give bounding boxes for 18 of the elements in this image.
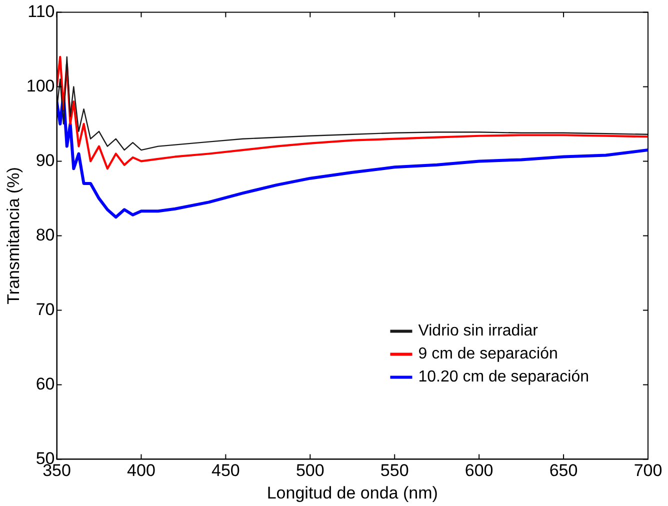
x-tick-label: 450 [212,461,240,480]
x-tick-label: 550 [380,461,409,480]
x-tick-label: 700 [634,461,662,480]
legend-label: 9 cm de separación [418,346,558,363]
x-tick-label: 400 [127,461,156,480]
x-tick-label: 600 [464,461,494,480]
x-axis-title: Longitud de onda (nm) [266,483,438,502]
y-tick-label: 80 [36,225,55,244]
y-tick-label: 90 [36,150,55,170]
y-tick-label: 110 [28,2,55,21]
legend-label: Vidrio sin irradiar [418,322,539,340]
y-tick-label: 70 [36,300,55,319]
y-tick-label: 100 [26,76,55,96]
x-tick-label: 500 [296,461,324,480]
legend-label: 10.20 cm de separación [418,368,590,386]
y-tick-label: 60 [36,374,55,394]
y-axis-title: Transmitancia (%) [4,167,23,304]
x-tick-label: 650 [549,461,578,480]
